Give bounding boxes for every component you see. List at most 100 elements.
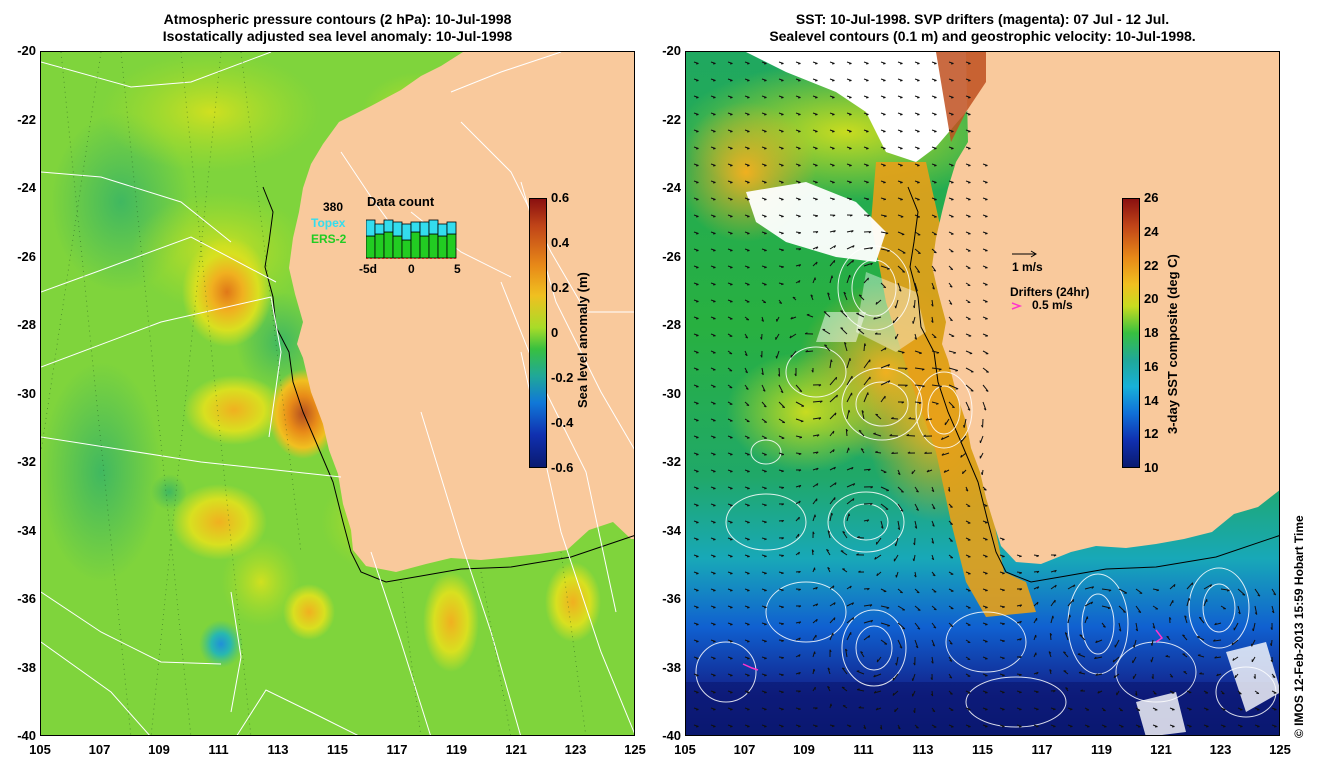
velocity-vector: [1231, 639, 1239, 646]
velocity-vector-head: [835, 377, 838, 380]
velocity-vector-head: [916, 165, 920, 167]
x-tick-label: 117: [386, 742, 408, 757]
velocity-vector-head: [1153, 693, 1157, 695]
velocity-vector: [846, 274, 851, 284]
x-tick-label: 119: [1091, 742, 1112, 757]
velocity-vector-head: [857, 688, 860, 691]
velocity-vector: [965, 384, 974, 392]
velocity-vector-head: [1150, 643, 1153, 646]
velocity-vector-head: [824, 344, 827, 347]
velocity-vector-head: [933, 97, 937, 99]
velocity-vector-head: [781, 589, 784, 592]
velocity-vector-head: [873, 432, 876, 435]
velocity-vector-head: [938, 368, 942, 371]
velocity-vector-head: [827, 530, 831, 533]
sla-colorbar: [529, 198, 547, 468]
velocity-vector-head: [797, 182, 801, 184]
y-tick-label: -24: [662, 180, 681, 195]
velocity-vector: [776, 350, 780, 359]
velocity-vector-head: [695, 335, 699, 337]
velocity-vector: [892, 316, 899, 324]
velocity-vector: [979, 435, 984, 444]
velocity-vector-head: [985, 607, 988, 609]
velocity-vector: [880, 231, 889, 234]
velocity-vector-head: [984, 726, 988, 728]
velocity-vector: [914, 622, 921, 630]
velocity-vector: [824, 344, 831, 352]
velocity-vector-head: [695, 148, 699, 150]
velocity-vector: [857, 689, 865, 692]
velocity-vector-head: [831, 148, 835, 150]
velocity-vector-head: [884, 215, 887, 218]
velocity-vector-head: [814, 725, 818, 728]
x-tick-label: 109: [793, 742, 815, 757]
velocity-vector-head: [891, 451, 894, 454]
velocity-vector-head: [763, 405, 767, 408]
velocity-vector-head: [901, 401, 905, 404]
velocity-vector-head: [1036, 586, 1040, 589]
velocity-vector: [931, 350, 940, 354]
sst-warm-coastal: [936, 52, 986, 142]
velocity-vector: [829, 482, 837, 488]
velocity-vector: [897, 248, 906, 254]
velocity-vector-head: [729, 658, 733, 660]
velocity-vector-head: [879, 726, 883, 730]
velocity-vector-head: [875, 450, 878, 453]
velocity-vector-head: [967, 114, 971, 116]
colorbar-tick-label: 10: [1144, 460, 1159, 475]
velocity-vector-head: [780, 165, 784, 167]
colorbar-tick-label: -0.4: [551, 415, 574, 430]
velocity-vector-head: [967, 165, 971, 167]
velocity-vector: [931, 401, 939, 405]
velocity-vector-head: [764, 487, 767, 490]
velocity-vector-head: [1001, 726, 1005, 728]
velocity-vector-head: [931, 661, 934, 664]
velocity-vector-head: [764, 504, 767, 507]
velocity-vector-head: [712, 80, 716, 82]
velocity-vector-head: [913, 662, 916, 666]
velocity-vector-head: [984, 624, 988, 626]
velocity-vector: [880, 380, 891, 386]
velocity-vector-head: [1214, 622, 1217, 626]
velocity-vector: [1050, 584, 1057, 590]
velocity-vector-head: [922, 385, 925, 388]
velocity-vector-head: [912, 305, 915, 309]
velocity-vector-head: [1199, 616, 1202, 619]
velocity-vector: [1118, 622, 1122, 632]
velocity-vector: [1063, 651, 1069, 658]
shelf-break-contour: [907, 186, 1279, 583]
velocity-vector: [1186, 582, 1194, 590]
velocity-vector-head: [891, 417, 894, 419]
velocity-vector-head: [949, 302, 953, 305]
y-tick-label: -38: [17, 659, 36, 675]
velocity-vector-head: [779, 302, 782, 304]
velocity-vector-head: [790, 316, 793, 320]
velocity-vector-head: [833, 230, 836, 233]
velocity-vector: [897, 265, 906, 273]
velocity-vector-head: [712, 573, 716, 575]
velocity-vector: [1084, 586, 1094, 590]
velocity-vector-head: [913, 542, 916, 546]
y-tick-label: -28: [17, 317, 36, 332]
velocity-vector-head: [950, 268, 953, 271]
velocity-vector-head: [780, 148, 784, 150]
velocity-vector-head: [811, 549, 815, 553]
velocity-vector: [880, 605, 890, 609]
velocity-vector-head: [815, 603, 819, 607]
velocity-vector-head: [842, 531, 846, 534]
velocity-vector: [829, 512, 833, 522]
velocity-vector-head: [864, 343, 867, 346]
velocity-vector-head: [967, 182, 971, 184]
velocity-vector-head: [1253, 676, 1256, 679]
velocity-vector-head: [729, 488, 733, 490]
anomaly-low-eddy: [151, 474, 187, 510]
velocity-vector-head: [1091, 586, 1095, 589]
anomaly-high-eddy: [283, 584, 335, 640]
velocity-vector-head: [712, 199, 716, 201]
velocity-vector: [948, 401, 955, 409]
velocity-vector-head: [1270, 659, 1273, 663]
x-tick-label: 115: [972, 742, 993, 757]
velocity-vector-head: [1214, 656, 1217, 659]
velocity-vector-head: [1072, 599, 1075, 602]
velocity-vector-head: [1002, 623, 1005, 626]
